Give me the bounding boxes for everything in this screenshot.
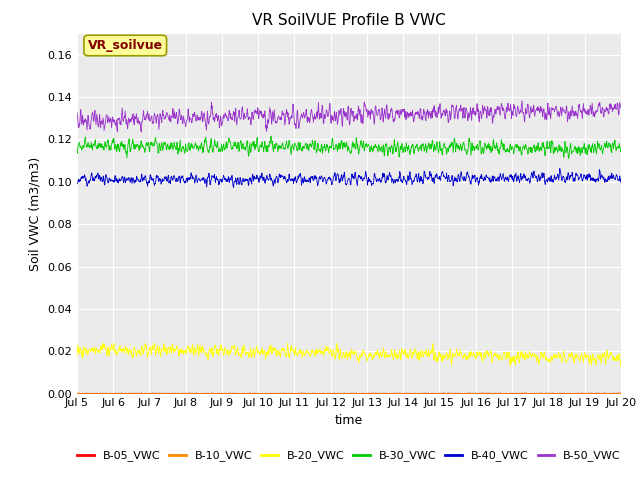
X-axis label: time: time — [335, 414, 363, 427]
Legend: B-05_VWC, B-10_VWC, B-20_VWC, B-30_VWC, B-40_VWC, B-50_VWC: B-05_VWC, B-10_VWC, B-20_VWC, B-30_VWC, … — [72, 446, 625, 466]
Y-axis label: Soil VWC (m3/m3): Soil VWC (m3/m3) — [29, 156, 42, 271]
Text: VR_soilvue: VR_soilvue — [88, 39, 163, 52]
Title: VR SoilVUE Profile B VWC: VR SoilVUE Profile B VWC — [252, 13, 445, 28]
